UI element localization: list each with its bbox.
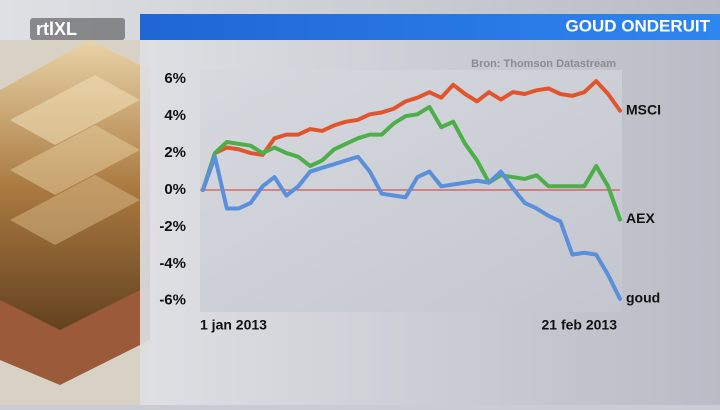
logo-box <box>30 18 125 40</box>
title-bar <box>140 14 720 40</box>
gold-bars-image <box>0 40 150 405</box>
x-tick-label: 1 jan 2013 <box>200 317 267 333</box>
y-tick-label: -2% <box>159 218 186 235</box>
y-tick-label: 6% <box>164 70 186 87</box>
series-line <box>201 79 622 192</box>
series-label: AEX <box>626 210 655 226</box>
source: Bron: Thomson Datastream <box>471 58 616 70</box>
series-line <box>201 154 622 301</box>
y-tick-label: -6% <box>159 292 186 309</box>
series-label: goud <box>626 290 660 306</box>
series-label: MSCI <box>626 101 661 117</box>
y-tick-label: -4% <box>159 255 186 272</box>
x-tick-label: 21 feb 2013 <box>542 317 618 333</box>
y-tick-label: 0% <box>164 181 186 198</box>
y-tick-label: 2% <box>164 144 186 161</box>
chart-title: GOUD ONDERUIT <box>566 16 711 35</box>
logo: rtlXL <box>36 19 77 39</box>
y-tick-label: 4% <box>164 107 186 124</box>
series-line <box>201 104 622 222</box>
